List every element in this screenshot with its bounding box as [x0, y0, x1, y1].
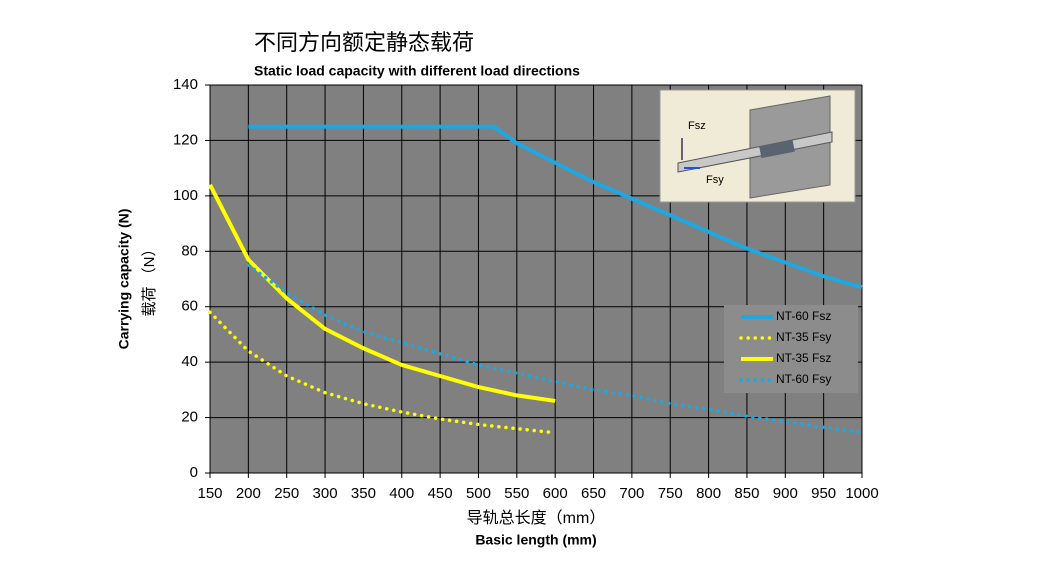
y-tick-label: 100 — [173, 187, 198, 204]
data-line — [246, 263, 864, 435]
x-tick-label: 150 — [197, 485, 222, 502]
y-tick-label: 20 — [181, 409, 198, 426]
y-tick-label: 120 — [173, 131, 198, 148]
inset-diagram: Fsz Fsy — [659, 89, 856, 203]
legend: NT-60 Fsz NT-35 Fsy NT-35 Fsz NT-60 Fsy — [739, 309, 831, 386]
legend-label: NT-35 Fsy — [776, 330, 831, 344]
x-tick-label: 350 — [351, 485, 376, 502]
legend-label: NT-60 Fsz — [776, 309, 831, 323]
data-line — [208, 310, 557, 435]
x-tick-label: 850 — [734, 485, 759, 502]
x-tick-label: 700 — [619, 485, 644, 502]
chart-title: 不同方向额定静态载荷 — [254, 30, 474, 55]
data-line — [248, 124, 863, 290]
x-tick-label: 300 — [313, 485, 338, 502]
y-tick-label: 40 — [181, 353, 198, 370]
x-tick-label: 400 — [389, 485, 414, 502]
x-tick-label: 250 — [274, 485, 299, 502]
x-tick-label: 900 — [773, 485, 798, 502]
chart-subtitle: Static load capacity with different load… — [254, 63, 580, 79]
inset-label: Fsy — [706, 174, 724, 186]
x-tick-label: 650 — [581, 485, 606, 502]
x-tick-label: 200 — [236, 485, 261, 502]
legend-box — [724, 305, 858, 393]
y-axis-title: 载荷 （N） — [141, 241, 158, 316]
x-axis-title: Basic length (mm) — [475, 532, 596, 548]
legend-label: NT-60 Fsy — [776, 372, 831, 386]
x-axis-title: 导轨总长度（mm） — [467, 509, 606, 527]
y-tick-label: 0 — [190, 464, 198, 481]
inset-carriage — [759, 139, 795, 159]
x-tick-label: 750 — [658, 485, 683, 502]
x-tick-label: 550 — [504, 485, 529, 502]
legend-label: NT-35 Fsz — [776, 351, 831, 365]
y-tick-label: 80 — [181, 242, 198, 259]
x-tick-label: 800 — [696, 485, 721, 502]
y-tick-label: 140 — [173, 76, 198, 93]
x-tick-label: 1000 — [845, 485, 878, 502]
x-tick-label: 600 — [543, 485, 568, 502]
lines — [208, 124, 864, 435]
x-tick-label: 950 — [811, 485, 836, 502]
x-tick-label: 450 — [428, 485, 453, 502]
y-axis-title: Carrying capacity (N) — [116, 209, 132, 350]
y-tick-label: 60 — [181, 298, 198, 315]
data-line — [208, 183, 556, 403]
inset-label: Fsz — [688, 120, 706, 132]
x-tick-label: 500 — [466, 485, 491, 502]
